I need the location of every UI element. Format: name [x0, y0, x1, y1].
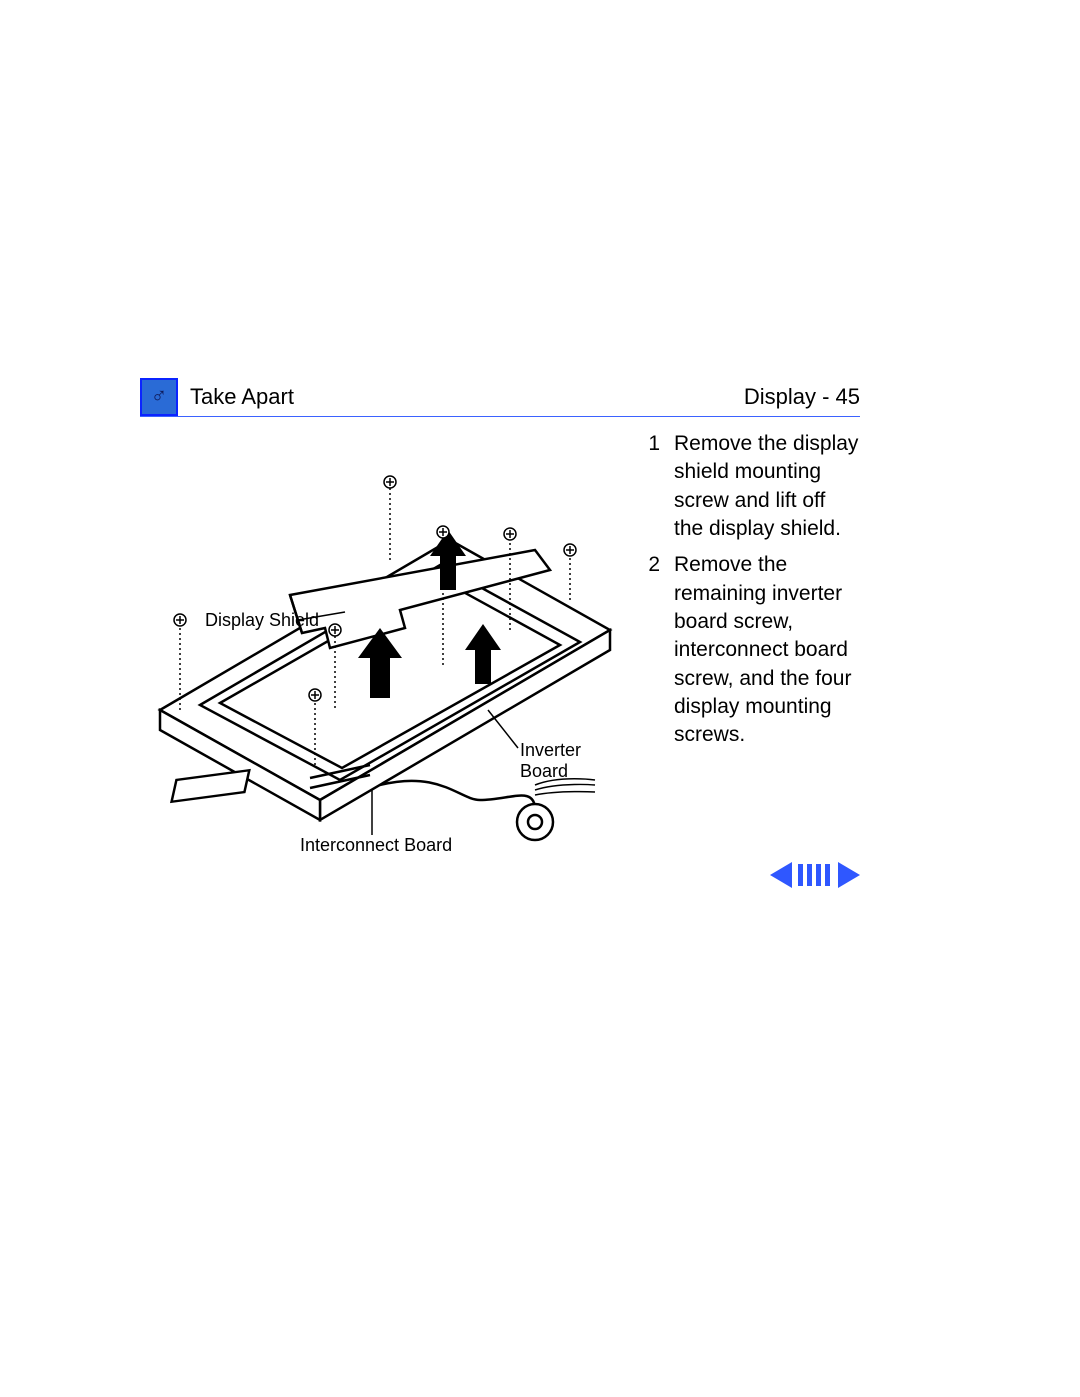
label-display-shield: Display Shield [205, 610, 319, 631]
instruction-step: 1 Remove the display shield mounting scr… [640, 430, 860, 543]
instruction-list: 1 Remove the display shield mounting scr… [640, 430, 860, 865]
header-rule [140, 416, 860, 417]
label-inverter-board: Inverter Board [520, 740, 581, 782]
instruction-step: 2 Remove the remaining inverter board sc… [640, 551, 860, 749]
section-title: Take Apart [190, 384, 294, 410]
step-text: Remove the display shield mounting screw… [674, 430, 860, 543]
label-interconnect-board: Interconnect Board [300, 835, 452, 856]
step-text: Remove the remaining inverter board scre… [674, 551, 860, 749]
nav-arrows-icon[interactable] [770, 860, 860, 890]
header-left: ♂ Take Apart [140, 378, 294, 416]
page-number: Display - 45 [744, 384, 860, 410]
content-body: Display Shield Inverter Board Interconne… [140, 430, 860, 865]
step-number: 2 [640, 551, 660, 749]
diagram: Display Shield Inverter Board Interconne… [140, 430, 620, 865]
section-icon-glyph: ♂ [151, 383, 168, 409]
section-icon: ♂ [140, 378, 178, 416]
page-nav [770, 860, 860, 890]
diagram-svg [140, 430, 620, 860]
step-number: 1 [640, 430, 660, 543]
page-header: ♂ Take Apart Display - 45 [140, 378, 860, 416]
page: ♂ Take Apart Display - 45 [0, 0, 1080, 1397]
